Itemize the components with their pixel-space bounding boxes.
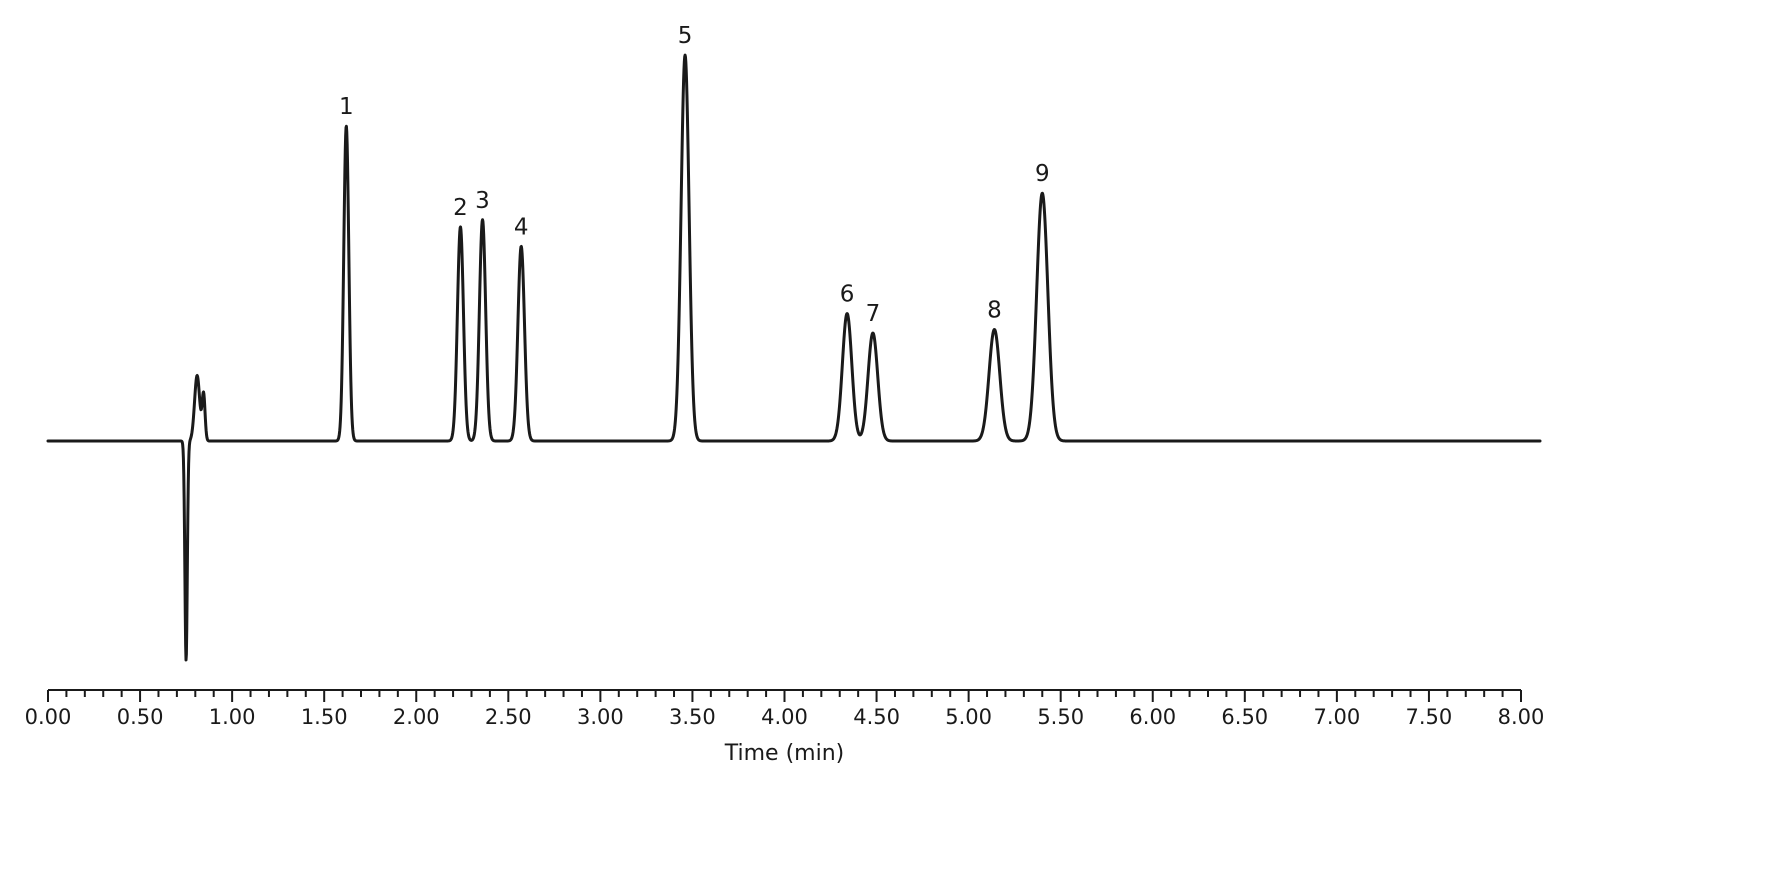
x-tick-label: 0.50 (117, 705, 164, 729)
peak-label-7: 7 (866, 301, 881, 327)
peak-label-6: 6 (840, 282, 855, 308)
x-tick-label: 3.50 (669, 705, 716, 729)
x-tick-label: 7.50 (1406, 705, 1453, 729)
peak-label-1: 1 (339, 94, 354, 120)
x-tick-label: 1.00 (209, 705, 256, 729)
x-tick-label: 7.00 (1314, 705, 1361, 729)
x-tick-label: 8.00 (1498, 705, 1545, 729)
x-tick-label: 6.00 (1129, 705, 1176, 729)
x-tick-label: 1.50 (301, 705, 348, 729)
peak-label-2: 2 (453, 195, 468, 221)
peak-label-layer: 1 2 34 5 67 8 9 (339, 23, 1050, 327)
x-tick-label: 4.00 (761, 705, 808, 729)
chromatogram-trace (46, 53, 1542, 662)
peak-label-5: 5 (678, 23, 693, 49)
x-tick-label: 5.00 (945, 705, 992, 729)
peak-label-3: 3 (475, 188, 490, 214)
x-tick-label: 0.00 (25, 705, 72, 729)
x-tick-label: 2.50 (485, 705, 532, 729)
peak-label-8: 8 (987, 298, 1002, 324)
peak-label-9: 9 (1035, 161, 1050, 187)
x-tick-label: 4.50 (853, 705, 900, 729)
x-tick-label: 5.50 (1037, 705, 1084, 729)
x-axis: 0.00 0.50 1.00 1.50 2.00 2.50 3.00 3.50 4.00 4.50… (25, 689, 1545, 729)
x-axis-title: Time (min) (724, 741, 845, 766)
x-tick-label: 6.50 (1221, 705, 1268, 729)
x-tick-label: 3.00 (577, 705, 624, 729)
x-tick-label: 2.00 (393, 705, 440, 729)
peak-label-4: 4 (514, 214, 529, 240)
trace-layer (46, 53, 1542, 662)
